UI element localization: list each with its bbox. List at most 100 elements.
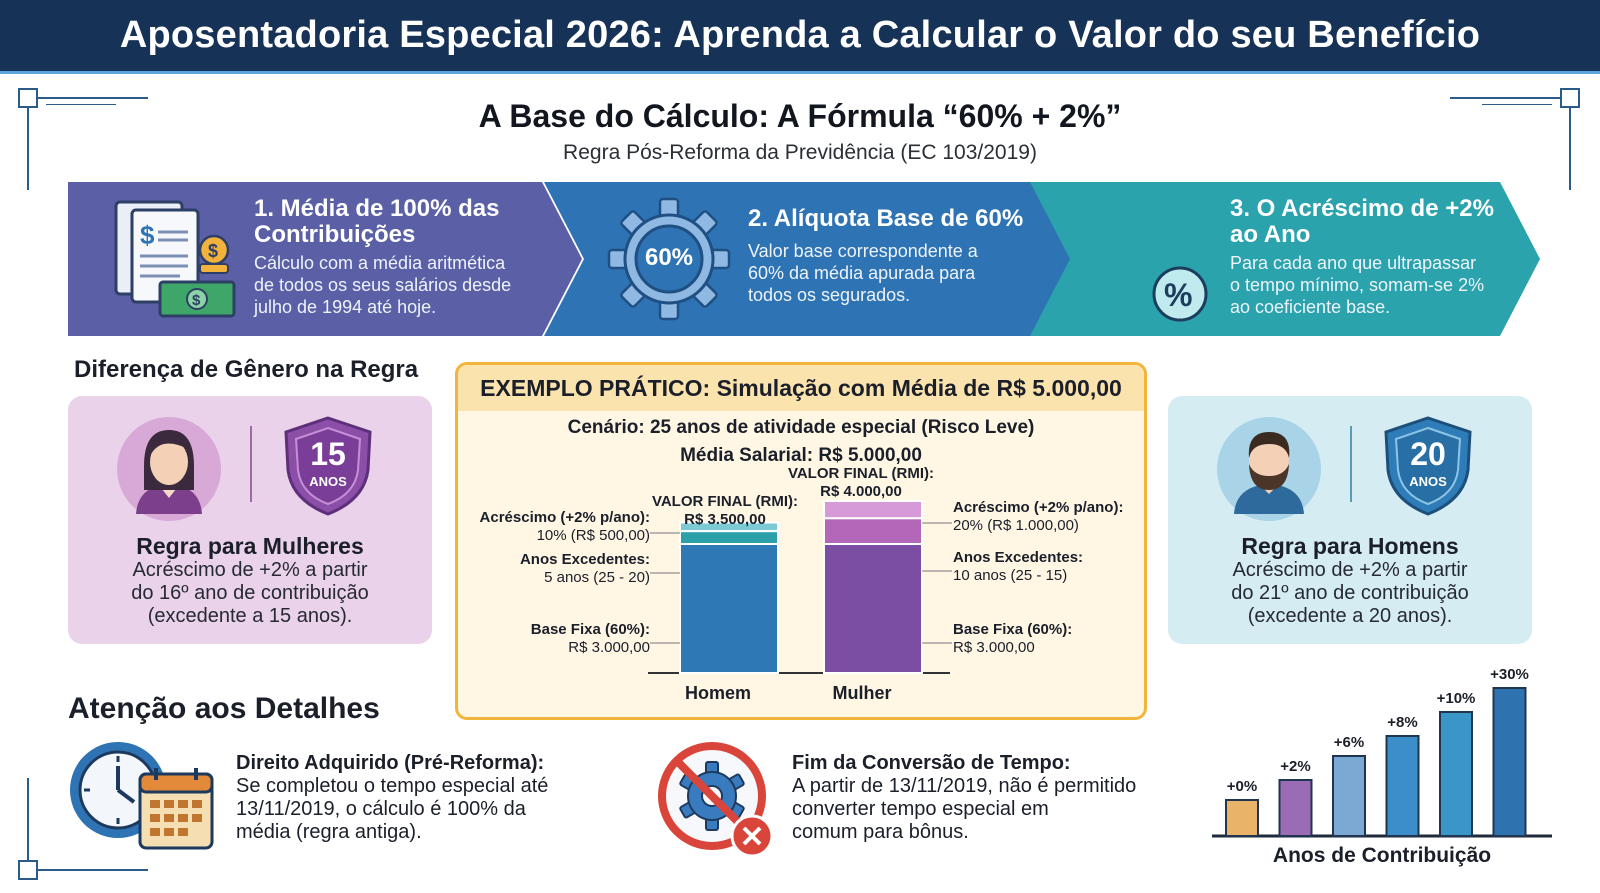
percent-icon: %: [1152, 266, 1208, 322]
example-scenario: Cenário: 25 anos de atividade especial (…: [567, 417, 1035, 438]
mulher-acrescimo-value: 20% (R$ 1.000,00): [953, 517, 1079, 534]
homem-excedentes-label: Anos Excedentes:: [519, 551, 650, 568]
gender-section-title: Diferença de Gênero na Regra: [74, 356, 419, 383]
mulher-excedentes-value: 10 anos (25 - 15): [953, 567, 1068, 584]
step-1-desc-line1: Cálculo com a média aritmética: [254, 253, 506, 273]
step-1-desc-line2: de todos os seus salários desde: [254, 275, 512, 295]
section-subtitle: Regra Pós-Reforma da Previdência (EC 103…: [563, 141, 1037, 164]
x-label-homem: Homem: [684, 683, 751, 703]
svg-text:$: $: [208, 241, 218, 261]
women-years-number: 15: [310, 436, 346, 472]
step-2-desc-line1: Valor base correspondente a: [748, 241, 978, 261]
attention-item-1-heading: Direito Adquirido (Pré-Reforma):: [236, 752, 545, 774]
step-3-title-line2: ao Ano: [1230, 221, 1311, 248]
men-rule-desc-line2: do 21º ano de contribuição: [1231, 582, 1469, 604]
women-rule-desc-line2: do 16º ano de contribuição: [131, 582, 369, 604]
example-title: EXEMPLO PRÁTICO: Simulação com Média de …: [458, 365, 1144, 411]
woman-avatar-icon: [117, 417, 221, 521]
step-3: % 3. O Acréscimo de +2% ao Ano Para cada…: [1030, 182, 1540, 336]
homem-excedentes-value: 5 anos (25 - 20): [544, 569, 650, 586]
homem-total-label: VALOR FINAL (RMI):: [651, 493, 799, 510]
growth-bar-label-5: +30%: [1490, 666, 1529, 683]
men-rule-desc-line1: Acréscimo de +2% a partir: [1232, 559, 1468, 581]
step-3-desc-line2: o tempo mínimo, somam-se 2%: [1230, 275, 1485, 295]
men-rule-card: 20 ANOS Regra para Homens Acréscimo de +…: [1168, 396, 1532, 644]
attention-item-1-line1: Se completou o tempo especial até: [236, 775, 549, 797]
svg-text:$: $: [140, 220, 155, 250]
page-title: Aposentadoria Especial 2026: Aprenda a C…: [119, 14, 1481, 56]
step-2-title: 2. Alíquota Base de 60%: [748, 205, 1024, 232]
attention-item-2-line2: converter tempo especial em: [792, 798, 1049, 820]
step-1: $ $ $ 1. Média de 100% das Contribuições…: [68, 182, 582, 336]
no-conversion-icon: [658, 742, 774, 858]
mulher-bar-acrescimo: [823, 500, 923, 520]
men-years-unit: ANOS: [1409, 474, 1447, 489]
svg-text:%: %: [1164, 277, 1192, 313]
mulher-bar-excedentes: [823, 517, 923, 545]
growth-bar-label-3: +8%: [1387, 714, 1418, 731]
growth-bar-4: [1439, 711, 1473, 837]
mulher-base-label: Base Fixa (60%):: [953, 621, 1073, 638]
section-title: A Base do Cálculo: A Fórmula “60% + 2%”: [478, 98, 1122, 134]
growth-bar-label-1: +2%: [1280, 758, 1311, 775]
example-salary: Média Salarial: R$ 5.000,00: [680, 445, 922, 466]
growth-bar-1: [1278, 779, 1313, 837]
example-panel: EXEMPLO PRÁTICO: Simulação com Média de …: [455, 362, 1147, 720]
women-rule-desc-line3: (excedente a 15 anos).: [147, 605, 353, 627]
step-1-desc-line3: julho de 1994 até hoje.: [254, 297, 437, 317]
women-shield-icon: [284, 416, 372, 516]
women-years-unit: ANOS: [309, 474, 347, 489]
homem-bar-base: [679, 543, 779, 674]
homem-acrescimo-label: Acréscimo (+2% p/ano):: [479, 509, 650, 526]
growth-bar-2: [1332, 755, 1366, 837]
mulher-bar-base: [823, 543, 923, 674]
mulher-total-value: R$ 4.000,00: [820, 483, 902, 500]
step-2-desc-line2: 60% da média apurada para: [748, 263, 976, 283]
step-3-desc-line1: Para cada ano que ultrapassar: [1230, 253, 1477, 273]
homem-base-value: R$ 3.000,00: [568, 639, 650, 656]
women-rule-desc-line1: Acréscimo de +2% a partir: [132, 559, 368, 581]
clock-calendar-icon: [70, 742, 214, 850]
growth-bar-label-4: +10%: [1436, 690, 1476, 707]
men-years-number: 20: [1410, 436, 1446, 472]
step-2-desc-line3: todos os segurados.: [748, 285, 911, 305]
growth-bar-label-2: +6%: [1333, 734, 1365, 751]
gear-icon: [607, 197, 731, 321]
gear-badge-text: 60%: [644, 244, 694, 271]
stacked-bar-chart: [648, 500, 952, 674]
step-1-title-line1: 1. Média de 100% das: [254, 195, 500, 222]
growth-bar-5: [1492, 687, 1527, 837]
header-bar: Aposentadoria Especial 2026: Aprenda a C…: [0, 0, 1600, 74]
attention-item-2-line3: comum para bônus.: [792, 821, 969, 843]
step-2: 60% 2. Alíquota Base de 60% Valor base c…: [544, 182, 1076, 336]
homem-bar-acrescimo: [679, 521, 779, 533]
step-1-title-line2: Contribuições: [254, 221, 416, 248]
mulher-excedentes-label: Anos Excedentes:: [953, 549, 1084, 566]
attention-item-2-heading: Fim da Conversão de Tempo:: [792, 752, 1071, 774]
document-money-icon: $ $ $: [114, 200, 236, 318]
man-avatar-icon: [1217, 417, 1321, 521]
men-shield-icon: [1384, 416, 1472, 516]
homem-acrescimo-value: 10% (R$ 500,00): [536, 527, 650, 544]
svg-text:$: $: [192, 292, 201, 309]
women-rule-heading: Regra para Mulheres: [136, 533, 364, 559]
x-label-mulher: Mulher: [832, 683, 892, 703]
attention-item-1-line3: média (regra antiga).: [236, 821, 422, 843]
growth-chart-x-label: Anos de Contribuição: [1272, 844, 1492, 867]
attention-title: Atenção aos Detalhes: [68, 692, 380, 725]
step-3-title-line1: 3. O Acréscimo de +2%: [1230, 195, 1494, 222]
growth-bar-label-0: +0%: [1226, 778, 1258, 795]
homem-base-label: Base Fixa (60%):: [530, 621, 650, 638]
men-rule-heading: Regra para Homens: [1241, 533, 1459, 559]
men-rule-desc-line3: (excedente a 20 anos).: [1247, 605, 1453, 627]
growth-bar-0: [1225, 799, 1259, 837]
women-rule-card: 15 ANOS Regra para Mulheres Acréscimo de…: [68, 396, 432, 644]
homem-total-value: R$ 3.500,00: [684, 511, 766, 528]
homem-bar-excedentes: [679, 530, 779, 546]
growth-bar-3: [1385, 735, 1420, 837]
step-3-desc-line3: ao coeficiente base.: [1230, 297, 1391, 317]
attention-item-2-line1: A partir de 13/11/2019, não é permitido: [792, 775, 1137, 797]
mulher-acrescimo-label: Acréscimo (+2% p/ano):: [953, 499, 1124, 516]
attention-item-1-line2: 13/11/2019, o cálculo é 100% da: [236, 798, 526, 820]
mulher-total-label: VALOR FINAL (RMI):: [787, 465, 935, 482]
